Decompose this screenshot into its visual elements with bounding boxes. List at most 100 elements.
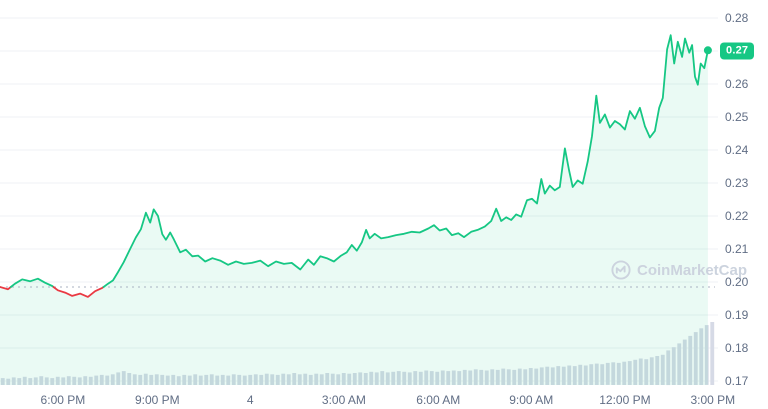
- price-line-up-segment: [9, 277, 55, 288]
- volume-bar: [545, 366, 550, 385]
- volume-bar: [358, 372, 363, 385]
- volume-bar: [638, 358, 643, 385]
- volume-bar: [473, 369, 478, 386]
- volume-bar: [165, 375, 170, 385]
- x-axis-tick-label: 12:00 PM: [599, 393, 651, 407]
- volume-bar: [99, 374, 104, 385]
- volume-bar: [440, 370, 445, 385]
- volume-bar: [330, 373, 335, 385]
- volume-bar: [264, 373, 269, 385]
- volume-bar: [380, 371, 385, 385]
- volume-bar: [149, 374, 154, 385]
- volume-bar: [413, 371, 418, 385]
- volume-bar: [28, 378, 33, 385]
- volume-bar: [336, 374, 341, 385]
- volume-bar: [479, 369, 484, 385]
- y-axis-tick-label: 0.24: [725, 143, 749, 157]
- volume-bar: [6, 378, 11, 385]
- volume-bar: [171, 374, 176, 385]
- volume-bar: [110, 374, 115, 385]
- volume-bar: [105, 375, 110, 385]
- volume-bar: [600, 364, 605, 385]
- volume-bar: [77, 377, 82, 385]
- volume-bar: [55, 376, 60, 385]
- volume-bar: [314, 373, 319, 385]
- volume-bar: [193, 374, 198, 385]
- x-axis-tick-label: 3:00 PM: [690, 393, 736, 407]
- volume-bar: [501, 368, 506, 385]
- volume-bar: [275, 374, 280, 385]
- volume-bar: [512, 369, 517, 385]
- volume-bar: [506, 369, 511, 386]
- volume-bar: [451, 370, 456, 385]
- volume-bar: [605, 362, 610, 385]
- price-area-fill: [0, 35, 708, 385]
- volume-bar: [116, 372, 121, 385]
- volume-bar: [83, 376, 88, 385]
- volume-bar: [160, 374, 165, 385]
- volume-bar: [693, 332, 698, 385]
- volume-bar: [682, 339, 687, 385]
- x-axis-tick-label: 3:00 AM: [321, 393, 366, 407]
- volume-bar: [154, 374, 159, 385]
- volume-bar: [396, 371, 401, 385]
- volume-bar: [578, 364, 583, 385]
- volume-bar: [688, 335, 693, 385]
- volume-bar: [374, 372, 379, 385]
- volume-bar: [138, 374, 143, 385]
- volume-bar: [528, 368, 533, 385]
- volume-bar: [710, 322, 715, 385]
- volume-bar: [407, 372, 412, 385]
- volume-bar: [561, 366, 566, 385]
- coinmarketcap-logo-icon: [610, 259, 632, 281]
- volume-bar: [33, 377, 38, 385]
- volume-bar: [418, 371, 423, 385]
- volume-bar: [143, 373, 148, 385]
- volume-bar: [61, 377, 66, 385]
- volume-bar: [534, 368, 539, 385]
- volume-bar: [182, 374, 187, 385]
- volume-bar: [215, 375, 220, 385]
- y-axis-tick-label: 0.23: [725, 176, 749, 190]
- volume-bar: [484, 370, 489, 385]
- volume-bar: [517, 368, 522, 385]
- volume-bar: [39, 376, 44, 385]
- price-line-down-segment: [0, 286, 12, 291]
- volume-bar: [490, 369, 495, 386]
- volume-bar: [242, 375, 247, 385]
- volume-bar: [121, 371, 126, 385]
- y-axis-tick-label: 0.20: [725, 275, 749, 289]
- volume-bar: [567, 365, 572, 385]
- volume-bar: [666, 350, 671, 386]
- watermark-text: CoinMarketCap: [637, 261, 748, 279]
- volume-bar: [209, 374, 214, 385]
- volume-bar: [270, 374, 275, 385]
- volume-bar: [281, 373, 286, 385]
- volume-bar: [369, 371, 374, 385]
- volume-bar: [468, 370, 473, 385]
- volume-bar: [671, 347, 676, 385]
- volume-bar: [17, 378, 22, 385]
- volume-bar: [363, 373, 368, 385]
- price-line-up-segment: [102, 34, 709, 288]
- volume-bar: [435, 371, 440, 385]
- volume-bar: [220, 374, 225, 385]
- volume-bar: [660, 354, 665, 385]
- volume-bar: [286, 374, 291, 385]
- volume-bar: [198, 375, 203, 385]
- volume-bar: [297, 374, 302, 385]
- volume-bar: [259, 374, 264, 385]
- x-axis-tick-label: 6:00 AM: [416, 393, 461, 407]
- volume-bar: [589, 364, 594, 385]
- x-axis-tick-label: 6:00 PM: [40, 393, 86, 407]
- volume-bar: [248, 374, 253, 385]
- volume-bar: [391, 371, 396, 385]
- volume-bar: [303, 373, 308, 385]
- volume-bar: [424, 370, 429, 385]
- volume-bar: [572, 366, 577, 385]
- x-axis-tick-label: 4: [246, 393, 254, 407]
- volume-bar: [429, 371, 434, 385]
- y-axis-tick-label: 0.26: [725, 77, 749, 91]
